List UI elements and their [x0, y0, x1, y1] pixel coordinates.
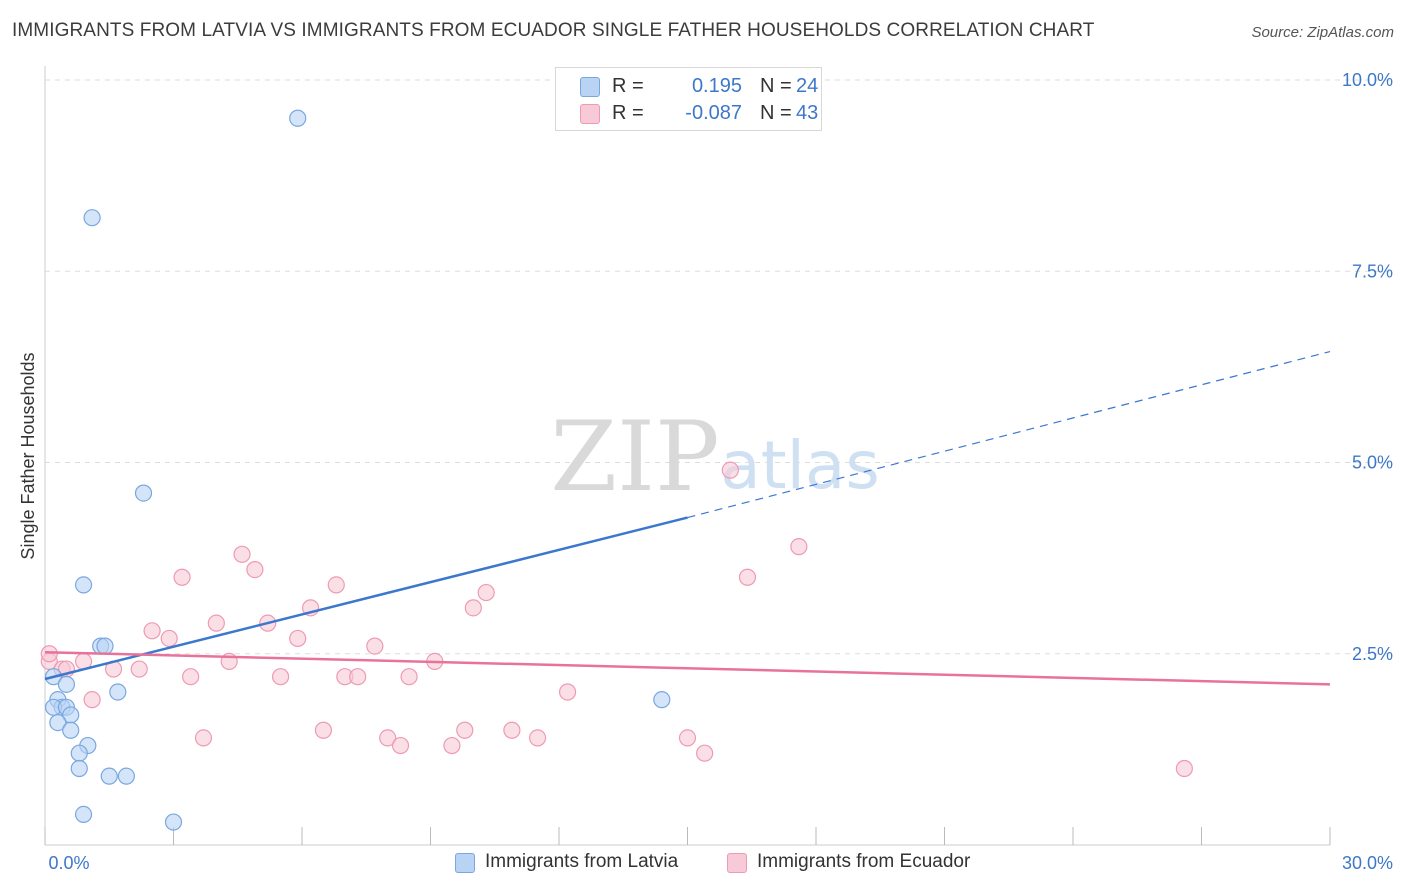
- ecuador-point: [160, 629, 178, 648]
- ecuador-point: [314, 721, 333, 739]
- y-tick-label: 7.5%: [1352, 261, 1393, 281]
- legend-n-label: N =: [760, 102, 792, 124]
- latvia-point: [289, 109, 307, 127]
- legend-r-value: 0.195: [691, 75, 742, 97]
- chart-title: IMMIGRANTS FROM LATVIA VS IMMIGRANTS FRO…: [12, 20, 1095, 41]
- ecuador-point: [83, 691, 101, 709]
- latvia-point: [96, 637, 114, 655]
- y-axis-label: Single Father Households: [18, 352, 38, 559]
- ecuador-point: [503, 721, 521, 739]
- legend-n-label: N =: [760, 75, 792, 97]
- source-label: Source: ZipAtlas.com: [1251, 24, 1394, 41]
- legend-swatch-latvia: [580, 77, 600, 97]
- ecuador-point: [1175, 759, 1193, 778]
- bottom-legend-swatch-latvia: [455, 853, 475, 873]
- latvia-trend-line: [44, 516, 688, 681]
- x-tick-label: 30.0%: [1342, 853, 1393, 873]
- ecuador-point: [366, 637, 384, 655]
- ecuador-point: [194, 729, 213, 747]
- ecuador-point: [678, 729, 697, 747]
- series-ecuador: [40, 461, 1193, 778]
- ecuador-point: [289, 629, 307, 648]
- ecuador-point: [721, 461, 739, 479]
- y-tick-label: 5.0%: [1352, 453, 1393, 473]
- latvia-point: [109, 683, 127, 701]
- bottom-legend-swatch-ecuador: [727, 853, 747, 873]
- ecuador-point: [130, 660, 148, 678]
- ecuador-point: [790, 538, 808, 556]
- y-tick-label: 2.5%: [1352, 644, 1393, 664]
- latvia-trend-extension: [687, 350, 1331, 519]
- legend-n-value: 24: [796, 75, 819, 97]
- latvia-point: [164, 813, 183, 831]
- legend-n-value: 43: [796, 102, 819, 124]
- ecuador-point: [696, 744, 714, 762]
- ecuador-point: [207, 614, 225, 632]
- watermark-zip: ZIP: [550, 401, 719, 513]
- ecuador-point: [40, 645, 58, 663]
- trend-lines: [44, 350, 1331, 686]
- latvia-point: [74, 805, 93, 824]
- ecuador-point: [464, 599, 482, 617]
- latvia-point: [57, 675, 76, 693]
- latvia-point: [653, 691, 671, 709]
- ecuador-point: [443, 736, 461, 755]
- latvia-point: [62, 721, 80, 739]
- legend-r-value: -0.087: [685, 102, 742, 124]
- legend-r-label: R =: [612, 75, 644, 97]
- bottom-legend-label-ecuador: Immigrants from Ecuador: [757, 851, 971, 872]
- legend-r-label: R =: [612, 102, 644, 124]
- ecuador-point: [738, 568, 757, 586]
- ecuador-point: [400, 668, 418, 686]
- latvia-point: [70, 744, 88, 762]
- ecuador-point: [558, 683, 577, 701]
- legend-swatch-ecuador: [580, 104, 600, 124]
- ecuador-point: [173, 568, 191, 586]
- ecuador-point: [477, 583, 495, 602]
- y-tick-label: 10.0%: [1342, 70, 1393, 90]
- ecuador-point: [349, 668, 367, 686]
- ecuador-point: [528, 729, 547, 747]
- axes: [44, 66, 1331, 846]
- latvia-point: [117, 767, 135, 785]
- watermark: ZIP atlas: [550, 401, 879, 513]
- ecuador-point: [456, 721, 474, 739]
- legend-box: R = 0.195 N = 24 R = -0.087 N = 43: [555, 67, 822, 131]
- x-tick-label: 0.0%: [48, 853, 89, 873]
- ecuador-point: [327, 576, 345, 594]
- tick-labels: 2.5% 5.0% 7.5% 10.0% 0.0% 30.0%: [48, 70, 1393, 873]
- ecuador-point: [391, 736, 410, 755]
- ecuador-point: [379, 729, 397, 747]
- ecuador-trend-line: [44, 650, 1331, 686]
- latvia-point: [74, 576, 93, 594]
- latvia-point: [83, 209, 101, 227]
- watermark-atlas: atlas: [720, 427, 880, 504]
- series-latvia: [44, 109, 671, 831]
- ecuador-point: [233, 545, 251, 563]
- ecuador-point: [143, 622, 161, 640]
- bottom-legend-label-latvia: Immigrants from Latvia: [485, 851, 679, 872]
- latvia-point: [49, 713, 67, 732]
- ecuador-point: [182, 668, 200, 686]
- latvia-point: [100, 767, 118, 785]
- latvia-point: [134, 484, 153, 502]
- ecuador-point: [271, 668, 290, 686]
- ecuador-point: [246, 560, 264, 579]
- latvia-point: [70, 759, 88, 778]
